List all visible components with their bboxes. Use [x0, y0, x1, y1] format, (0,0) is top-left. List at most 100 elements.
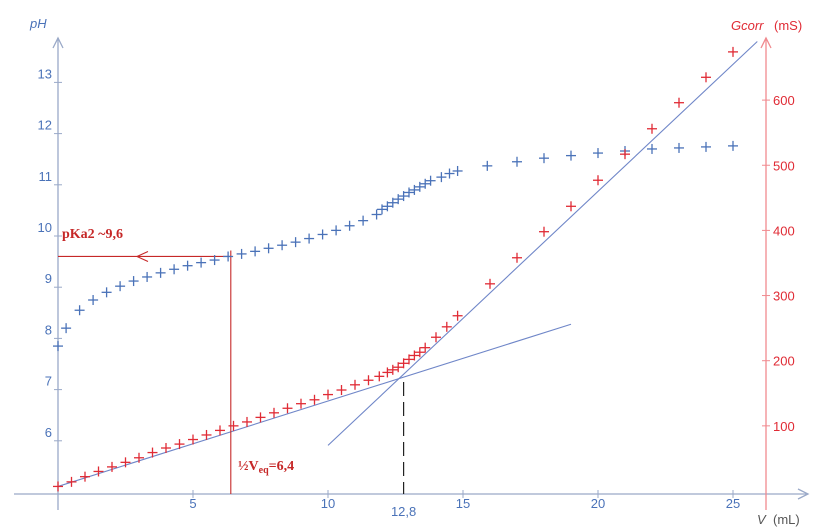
axes-group	[14, 36, 810, 510]
ph-point	[88, 295, 99, 305]
gcorr-point	[414, 347, 425, 358]
ph-tick-label-9: 9	[45, 271, 52, 286]
ph-tick-label-12: 12	[38, 118, 52, 133]
gcorr-point	[107, 461, 117, 472]
ph-point	[647, 143, 657, 154]
ph-tick-label-11: 11	[39, 169, 53, 184]
x-axis-unit: (mL)	[773, 512, 800, 527]
gcorr-tick-label-500: 500	[773, 158, 795, 173]
guide-lines	[58, 250, 405, 494]
ph-point	[452, 165, 463, 176]
ph-point	[169, 264, 180, 275]
ph-point	[358, 215, 369, 226]
gcorr-point	[350, 379, 360, 390]
gcorr-point	[215, 425, 225, 436]
ph-point	[250, 246, 261, 257]
ph-point	[209, 255, 220, 266]
ph-point	[398, 191, 409, 202]
ph-point	[728, 140, 738, 151]
gcorr-point	[441, 321, 452, 332]
ph-point	[101, 287, 112, 298]
gcorr-point	[512, 252, 522, 263]
ph-point	[377, 204, 387, 215]
veq-label: 12,8	[391, 504, 416, 519]
ph-axis-arrow	[52, 36, 64, 49]
x-axis-arrow	[797, 488, 810, 500]
ph-point	[387, 197, 398, 208]
gcorr-point	[387, 364, 398, 375]
gcorr-point	[431, 332, 441, 343]
gcorr-point	[409, 350, 420, 361]
ph-tick-label-7: 7	[45, 374, 52, 389]
gcorr-point	[539, 226, 549, 237]
gcorr-point	[674, 97, 684, 108]
gcorr-point	[393, 362, 404, 373]
ph-point	[436, 172, 447, 183]
gcorr-point	[452, 310, 463, 321]
ph-point	[142, 271, 153, 282]
gcorr-point	[323, 389, 333, 400]
ph-ticks: 6 7 8 9 10 11 12 13	[38, 66, 62, 442]
ph-tick-label-6: 6	[45, 425, 52, 440]
gcorr-point	[282, 403, 293, 414]
gcorr-axis-label: Gcorr	[731, 18, 764, 33]
gcorr-point	[188, 434, 198, 445]
gcorr-ticks: 100 200 300 400 500 600	[762, 93, 795, 434]
gcorr-point	[701, 72, 711, 83]
half-veq-suffix: =6,4	[269, 459, 294, 474]
ph-point	[593, 148, 603, 159]
pka2-annotation: pKa2 ~9,6	[62, 227, 123, 242]
ph-point	[344, 220, 355, 231]
ph-point	[115, 281, 126, 292]
ph-point	[566, 150, 576, 161]
x-tick-label-15: 15	[456, 496, 470, 511]
ph-point	[331, 225, 342, 236]
ph-point	[128, 276, 139, 287]
pka2-arrowhead	[135, 250, 149, 262]
gcorr-point	[485, 278, 495, 289]
ph-tick-label-8: 8	[45, 322, 52, 337]
gcorr-point	[404, 354, 414, 365]
gcorr-point	[80, 471, 90, 482]
gcorr-series	[53, 46, 738, 492]
gcorr-point	[269, 407, 279, 418]
half-veq-subscript: eq	[259, 465, 269, 476]
gcorr-axis-unit: (mS)	[774, 18, 802, 33]
gcorr-tick-label-400: 400	[773, 223, 795, 238]
gcorr-point	[174, 439, 185, 450]
ph-point	[61, 323, 72, 334]
ph-point	[539, 153, 549, 164]
x-tick-label-25: 25	[726, 496, 740, 511]
gcorr-point	[336, 385, 347, 396]
x-tick-label-20: 20	[591, 496, 605, 511]
x-ticks: 5 10 15 20 25	[189, 490, 740, 511]
gcorr-point	[93, 466, 104, 477]
gcorr-point	[296, 398, 306, 409]
gcorr-point	[134, 452, 144, 463]
fit-lines	[57, 41, 758, 487]
gcorr-point	[593, 175, 603, 186]
x-tick-label-5: 5	[189, 496, 196, 511]
ph-axis-label: pH	[29, 16, 47, 31]
ph-point	[414, 181, 425, 192]
ph-tick-label-10: 10	[38, 220, 52, 235]
x-axis-label: V	[757, 512, 767, 527]
ph-point	[277, 240, 288, 251]
gcorr-point	[66, 476, 77, 487]
ph-point	[74, 305, 85, 316]
gcorr-point	[398, 358, 409, 369]
ph-point	[53, 341, 63, 352]
ph-point	[393, 194, 404, 205]
gcorr-tick-label-300: 300	[773, 289, 795, 304]
gcorr-point	[161, 443, 171, 454]
gcorr-point	[242, 416, 252, 427]
ph-point	[482, 160, 493, 171]
ph-tick-label-13: 13	[38, 66, 52, 81]
gcorr-point	[255, 412, 266, 423]
gcorr-point	[647, 123, 657, 134]
ph-point	[236, 248, 247, 259]
ph-point	[674, 142, 684, 153]
ph-point	[425, 175, 436, 186]
ph-point	[420, 178, 431, 189]
